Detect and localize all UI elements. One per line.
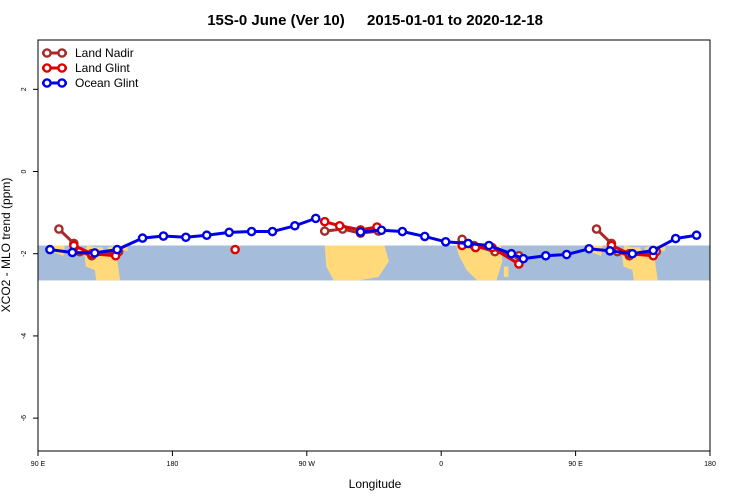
land-glint-point [230, 244, 240, 255]
ocean-glint-point [484, 240, 494, 251]
land-glint-point [334, 220, 345, 231]
chart-title-left: 15S-0 June (Ver 10) [207, 12, 345, 29]
ocean-glint-point [158, 231, 169, 241]
ocean-glint-point [89, 248, 100, 258]
madagascar-land [503, 266, 509, 277]
legend-marker [57, 63, 67, 73]
south-america-land [324, 245, 389, 281]
ocean-glint-point [246, 226, 257, 237]
legend-item-land-nadir: Land Nadir [42, 46, 134, 60]
y-axis-label: XCO2 - MLO trend (ppm) [0, 178, 13, 313]
x-axis-label: Longitude [349, 477, 402, 491]
ocean-glint-point [201, 230, 212, 241]
land-nadir-point [54, 224, 64, 234]
ocean-glint-point [181, 232, 191, 243]
legend-marker [42, 63, 52, 73]
ocean-glint-point [691, 230, 702, 241]
ocean-glint-point [45, 244, 55, 255]
ocean-glint-point [463, 238, 473, 249]
ocean-glint-point [440, 237, 451, 247]
land-nadir-point [319, 226, 330, 236]
ocean-glint-point [627, 248, 638, 259]
legend-item-land-glint: Land Glint [42, 61, 130, 75]
y-tick-label: 2 [21, 87, 28, 91]
ocean-glint-point [670, 233, 681, 244]
ocean-glint-point [648, 245, 659, 256]
plot-frame [37, 39, 711, 452]
legend-label: Land Nadir [75, 46, 134, 60]
y-tick-label: -2 [21, 251, 28, 257]
ocean-glint-point [376, 225, 387, 236]
series-ocean-glint [45, 213, 702, 264]
legend-marker [57, 78, 67, 88]
x-tick-label: 0 [439, 461, 443, 468]
legend-item-ocean-glint: Ocean Glint [42, 76, 139, 90]
ocean-glint-point [540, 250, 551, 261]
ocean-glint-point [137, 233, 148, 243]
legend-marker [42, 48, 52, 58]
ocean-glint-point [584, 243, 594, 254]
land-glint-line [324, 220, 378, 232]
axes: 90 E 180 90 W 0 90 E 180 2 0 -2 -4 -6 [21, 87, 716, 468]
land-nadir-point [591, 224, 602, 234]
legend-label: Ocean Glint [75, 76, 139, 90]
ocean-glint-point [290, 220, 300, 231]
ocean-glint-point [561, 249, 572, 260]
legend-label: Land Glint [75, 61, 130, 75]
ocean-glint-point [506, 248, 517, 259]
chart-title-right: 2015-01-01 to 2020-12-18 [367, 12, 543, 29]
ocean-glint-point [419, 231, 430, 242]
ocean-glint-point [518, 253, 529, 264]
ocean-glint-point [605, 246, 615, 256]
x-tick-label: 90 E [568, 461, 583, 468]
y-tick-label: -4 [21, 333, 28, 339]
land-glint-point [319, 216, 330, 227]
x-tick-label: 180 [704, 461, 716, 468]
ocean-glint-point [310, 213, 321, 224]
y-tick-label: -6 [21, 415, 28, 421]
legend-marker [57, 48, 67, 58]
ocean-glint-point [355, 227, 366, 237]
ocean-glint-point [224, 227, 234, 238]
ocean-glint-point [112, 244, 122, 255]
ocean-glint-point [397, 226, 408, 237]
ocean-glint-point [67, 247, 78, 258]
x-tick-label: 90 W [299, 461, 316, 468]
ocean-glint-point [267, 226, 278, 237]
x-tick-label: 90 E [31, 461, 46, 468]
y-tick-label: 0 [21, 169, 28, 173]
series-layer [45, 213, 702, 269]
africa-land [456, 245, 503, 281]
legend-marker [42, 78, 52, 88]
x-tick-label: 180 [167, 461, 179, 468]
